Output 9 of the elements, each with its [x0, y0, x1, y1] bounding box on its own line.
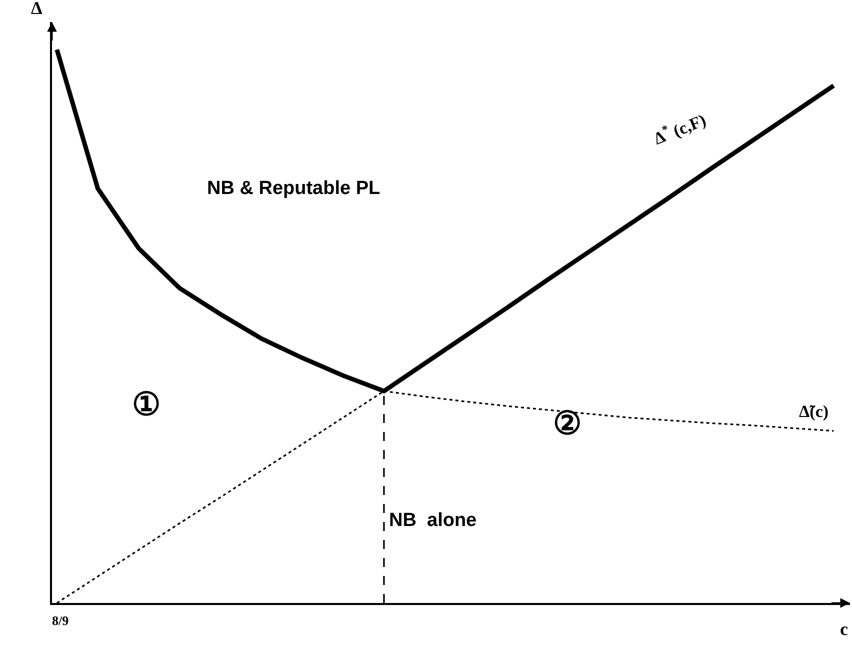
annotation: ②	[553, 405, 582, 441]
x-axis-title: c	[840, 619, 848, 639]
series-label: Δ̃(c)	[799, 402, 829, 421]
text: Δ$^{*}$ (c,F)	[650, 108, 709, 149]
annotation: NB & Reputable PL	[207, 178, 381, 199]
annotation: NB alone	[389, 510, 477, 531]
text: 8/9	[52, 613, 70, 628]
annotation: ①	[132, 386, 161, 422]
y-axis-title: Δ	[31, 0, 42, 18]
